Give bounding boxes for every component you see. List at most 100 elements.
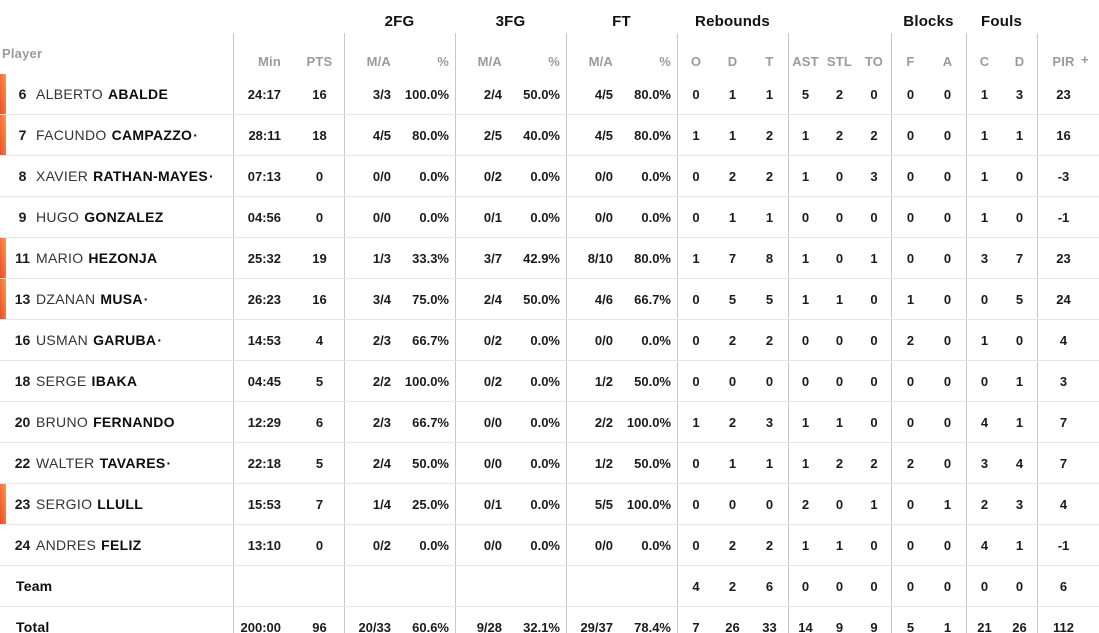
stat-to: 0: [870, 578, 878, 594]
stat-pir: 7: [1037, 443, 1099, 483]
player-row: 8 XAVIER RATHAN-MAYES · 07:13 0 0/0 0.0% 0/2 0.0%…: [0, 156, 1099, 197]
stat-blk_f: 0: [891, 238, 929, 278]
stat-min: 13:10: [233, 525, 295, 565]
stat-ft_pct: 66.7%: [634, 291, 671, 307]
stat-blk_f: 0: [891, 115, 929, 155]
stat-to: 0: [870, 86, 878, 102]
stat-pir: -3: [1037, 156, 1099, 196]
stat-reb_d: 2: [728, 168, 737, 184]
stat-fg2_pct: 66.7%: [412, 332, 449, 348]
player-name[interactable]: MARIO HEZONJA: [36, 250, 157, 266]
stat-to: 2: [870, 127, 878, 143]
group-header-blocks: Blocks: [903, 13, 954, 30]
stat-fg3_ma: 2/4: [455, 279, 508, 319]
stat-fg3_pct: 0.0%: [530, 168, 560, 184]
stat-min: 200:00: [233, 607, 295, 633]
stat-fg2_ma: 0/2: [344, 525, 397, 565]
jersey-number: 13: [14, 291, 31, 307]
stat-ast: 0: [788, 320, 822, 360]
stat-foul_d: 0: [1015, 209, 1024, 225]
stat-ft_pct: 50.0%: [634, 373, 671, 389]
stat-fg3_pct: 0.0%: [530, 496, 560, 512]
player-first-name: SERGE: [36, 373, 87, 389]
player-name[interactable]: ANDRES FELIZ: [36, 537, 142, 553]
player-name[interactable]: XAVIER RATHAN-MAYES ·: [36, 168, 214, 184]
player-name[interactable]: WALTER TAVARES ·: [36, 455, 171, 471]
stat-to: 1: [870, 496, 878, 512]
stat-fg2_pct: 66.7%: [412, 414, 449, 430]
player-cell: 23 SERGIO LLULL: [0, 484, 233, 524]
starter-dot: ·: [166, 455, 172, 471]
player-name[interactable]: FACUNDO CAMPAZZO ·: [36, 127, 198, 143]
stat-pts: 6: [315, 414, 324, 430]
stat-ast: 0: [788, 197, 822, 237]
stat-pts: 16: [312, 291, 327, 307]
player-name[interactable]: HUGO GONZALEZ: [36, 209, 164, 225]
stat-reb_d: 1: [728, 86, 737, 102]
player-first-name: XAVIER: [36, 168, 89, 184]
stat-foul_c: 4: [966, 525, 1002, 565]
stat-ft_pct: 0.0%: [641, 537, 671, 553]
player-cell: Total: [0, 607, 233, 633]
player-last-name: LLULL: [97, 496, 144, 512]
group-header-fouls: Fouls: [981, 13, 1022, 30]
stat-stl: 0: [835, 209, 844, 225]
stat-fg2_ma: 3/3: [344, 74, 397, 114]
player-row: 20 BRUNO FERNANDO 12:29 6 2/3 66.7% 0/0 0.0% 2/2 1…: [0, 402, 1099, 443]
stat-reb_d: 2: [728, 414, 737, 430]
player-cell: 7 FACUNDO CAMPAZZO ·: [0, 115, 233, 155]
stat-blk_f: 0: [891, 525, 929, 565]
stat-fg2_ma: 1/3: [344, 238, 397, 278]
stat-fg3_ma: 0/1: [455, 197, 508, 237]
stat-blk_a: 0: [943, 537, 952, 553]
stat-fg2_pct: 33.3%: [412, 250, 449, 266]
player-name[interactable]: SERGE IBAKA: [36, 373, 137, 389]
col-header-foul_c: C: [966, 33, 1002, 74]
stat-foul_d: 4: [1015, 455, 1024, 471]
stat-pir: -1: [1037, 525, 1099, 565]
stat-ft_pct: 100.0%: [626, 496, 671, 512]
player-name[interactable]: BRUNO FERNANDO: [36, 414, 175, 430]
stat-foul_c: 0: [966, 279, 1002, 319]
jersey-number: 6: [18, 86, 27, 102]
player-row: 9 HUGO GONZALEZ 04:56 0 0/0 0.0% 0/1 0.0% 0/0 0.0%…: [0, 197, 1099, 238]
stat-fg3_pct: 0.0%: [530, 455, 560, 471]
stat-ft_pct: 78.4%: [634, 619, 671, 633]
stat-ft_ma: 1/2: [566, 361, 619, 401]
stat-ft_ma: 0/0: [566, 197, 619, 237]
stat-reb_d: 2: [728, 332, 737, 348]
stat-min: [233, 566, 295, 606]
row-total: Total 200:00 96 20/33 60.6% 9/28 32.1% 29/37 78.…: [0, 607, 1099, 633]
player-name[interactable]: ALBERTO ABALDE: [36, 86, 168, 102]
stat-foul_c: 4: [966, 402, 1002, 442]
stat-reb_o: 0: [677, 156, 714, 196]
player-first-name: BRUNO: [36, 414, 89, 430]
stat-fg3_pct: 0.0%: [530, 414, 560, 430]
stat-min: 07:13: [233, 156, 295, 196]
on-court-indicator: [0, 238, 6, 278]
stat-ft_pct: 0.0%: [641, 332, 671, 348]
stat-stl: 0: [835, 578, 844, 594]
player-last-name: GARUBA: [93, 332, 157, 348]
player-row: 6 ALBERTO ABALDE 24:17 16 3/3 100.0% 2/4 50.0% 4/…: [0, 74, 1099, 115]
stat-pir: 24: [1037, 279, 1099, 319]
player-first-name: SERGIO: [36, 496, 93, 512]
player-row: 11 MARIO HEZONJA 25:32 19 1/3 33.3% 3/7 42.9% 8/1…: [0, 238, 1099, 279]
player-last-name: FERNANDO: [93, 414, 175, 430]
player-cell: 13 DZANAN MUSA ·: [0, 279, 233, 319]
stat-pts: 0: [315, 209, 324, 225]
stat-reb_d: 1: [728, 209, 737, 225]
col-header-fg2_pct: %: [437, 54, 449, 69]
player-cell: 9 HUGO GONZALEZ: [0, 197, 233, 237]
stat-fg3_pct: 0.0%: [530, 209, 560, 225]
player-name[interactable]: DZANAN MUSA ·: [36, 291, 148, 307]
stat-pir: -1: [1037, 197, 1099, 237]
player-name[interactable]: USMAN GARUBA ·: [36, 332, 162, 348]
player-name[interactable]: SERGIO LLULL: [36, 496, 143, 512]
col-header-pir: PIR: [1037, 33, 1099, 74]
stat-foul_c: 2: [966, 484, 1002, 524]
player-first-name: ALBERTO: [36, 86, 103, 102]
player-first-name: HUGO: [36, 209, 80, 225]
jersey-number: 23: [14, 496, 31, 512]
